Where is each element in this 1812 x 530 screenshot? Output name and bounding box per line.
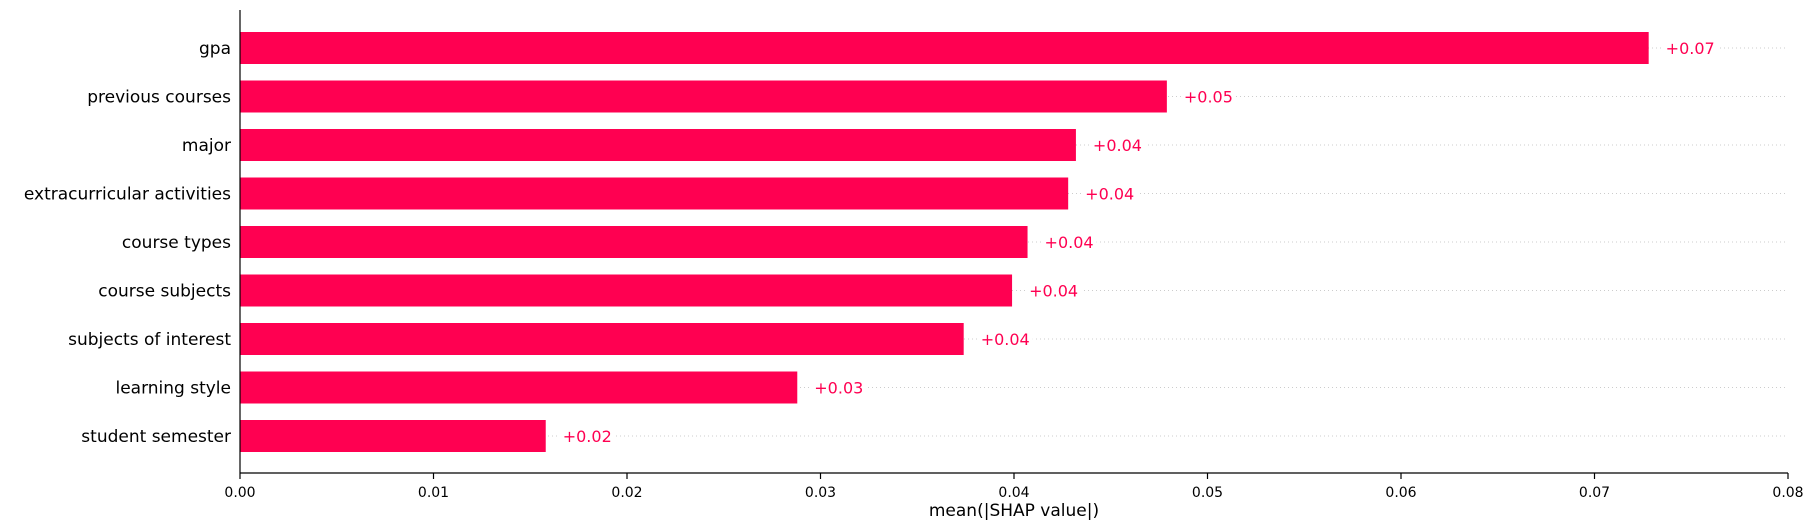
value-label-backing: [1082, 184, 1138, 204]
category-label: subjects of interest: [68, 330, 231, 350]
category-label: major: [182, 136, 231, 156]
value-label: +0.03: [814, 379, 863, 398]
x-tick-label: 0.08: [1772, 485, 1803, 501]
category-label: gpa: [199, 39, 231, 59]
x-tick-label: 0.04: [998, 485, 1029, 501]
category-label: extracurricular activities: [24, 185, 231, 205]
bar: [240, 32, 1649, 64]
value-labels: +0.07 +0.05 +0.04 +0.04 +0.04 +0.04 +0.04 +0.03…: [559, 39, 1718, 446]
x-tick-label: 0.03: [805, 485, 836, 501]
bar: [240, 323, 964, 355]
bar: [240, 274, 1013, 307]
category-label: course subjects: [98, 282, 231, 302]
value-label: +0.04: [1093, 136, 1142, 155]
x-axis-title: mean(|SHAP value|): [929, 501, 1099, 521]
x-tick-label: 0.01: [418, 485, 449, 501]
value-label-backing: [1089, 136, 1145, 155]
value-label: +0.05: [1184, 88, 1233, 107]
value-label-backing: [977, 330, 1033, 349]
category-label: course types: [122, 233, 231, 253]
value-label-backing: [1662, 39, 1718, 58]
category-labels: gpa previous courses major extracurricular …: [24, 39, 231, 447]
value-label: +0.02: [563, 427, 612, 446]
bar: [240, 420, 546, 452]
value-label: +0.04: [1029, 282, 1078, 301]
bar: [240, 371, 798, 404]
value-label-backing: [559, 427, 615, 446]
x-tick-label: 0.05: [1192, 485, 1223, 501]
bar: [240, 177, 1069, 210]
category-label: previous courses: [87, 88, 231, 108]
category-label: learning style: [115, 379, 231, 399]
axes: 0.00 0.01 0.02 0.03 0.04 0.05 0.06 0.07 0.08: [224, 10, 1804, 501]
value-label: +0.04: [1045, 233, 1094, 252]
bar: [240, 80, 1167, 113]
x-tick-label: 0.07: [1579, 485, 1610, 501]
value-label-backing: [1180, 87, 1236, 107]
x-tick-label: 0.06: [1385, 485, 1416, 501]
value-label-backing: [1026, 281, 1082, 301]
bar: [240, 129, 1076, 161]
value-label-backing: [811, 378, 867, 398]
value-label-backing: [1041, 233, 1097, 252]
bar: [240, 226, 1028, 258]
category-label: student semester: [81, 427, 231, 447]
value-label: +0.04: [981, 330, 1030, 349]
bars: [240, 32, 1649, 452]
x-tick-label: 0.00: [224, 485, 255, 501]
x-tick-label: 0.02: [611, 485, 642, 501]
value-label: +0.07: [1666, 39, 1715, 58]
value-label: +0.04: [1085, 185, 1134, 204]
